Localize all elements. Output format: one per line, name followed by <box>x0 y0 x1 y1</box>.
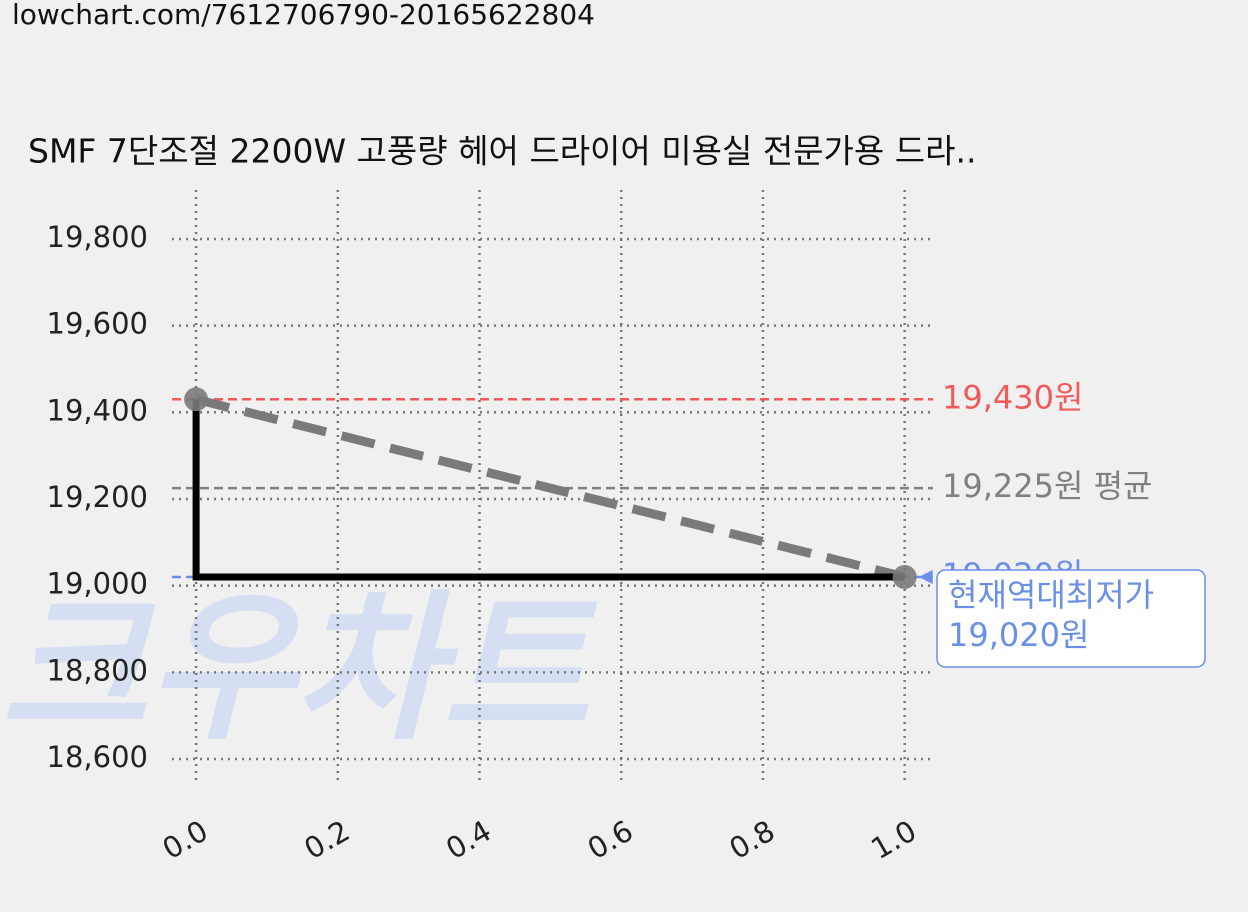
price-line <box>192 399 905 581</box>
annotation-arrow <box>918 569 933 584</box>
price-marker <box>184 387 209 412</box>
trend-line <box>194 394 906 582</box>
y-tick-label: 18,600 <box>47 740 148 774</box>
annotation-title: 현재역대최저가 <box>948 576 1154 614</box>
chart-title: SMF 7단조절 2200W 고풍량 헤어 드라이어 미용실 전문가용 드라.. <box>28 132 976 171</box>
annotation-box <box>936 569 1206 668</box>
y-tick-label: 19,400 <box>47 393 148 427</box>
y-tick-label: 19,800 <box>47 220 148 254</box>
url: lowchart.com/7612706790-20165622804 <box>12 0 595 31</box>
y-tick-label: 19,200 <box>47 480 148 514</box>
y-tick-label: 19,000 <box>47 567 148 601</box>
annotation-value: 19,020원 <box>948 616 1089 654</box>
reference-label: 19,430원 <box>942 378 1083 416</box>
watermark: 크우차트 <box>0 575 598 762</box>
y-tick-label: 18,800 <box>47 653 148 687</box>
y-tick-label: 19,600 <box>47 307 148 341</box>
price-marker <box>892 564 917 589</box>
reference-label: 19,225원 평균 <box>942 467 1152 505</box>
